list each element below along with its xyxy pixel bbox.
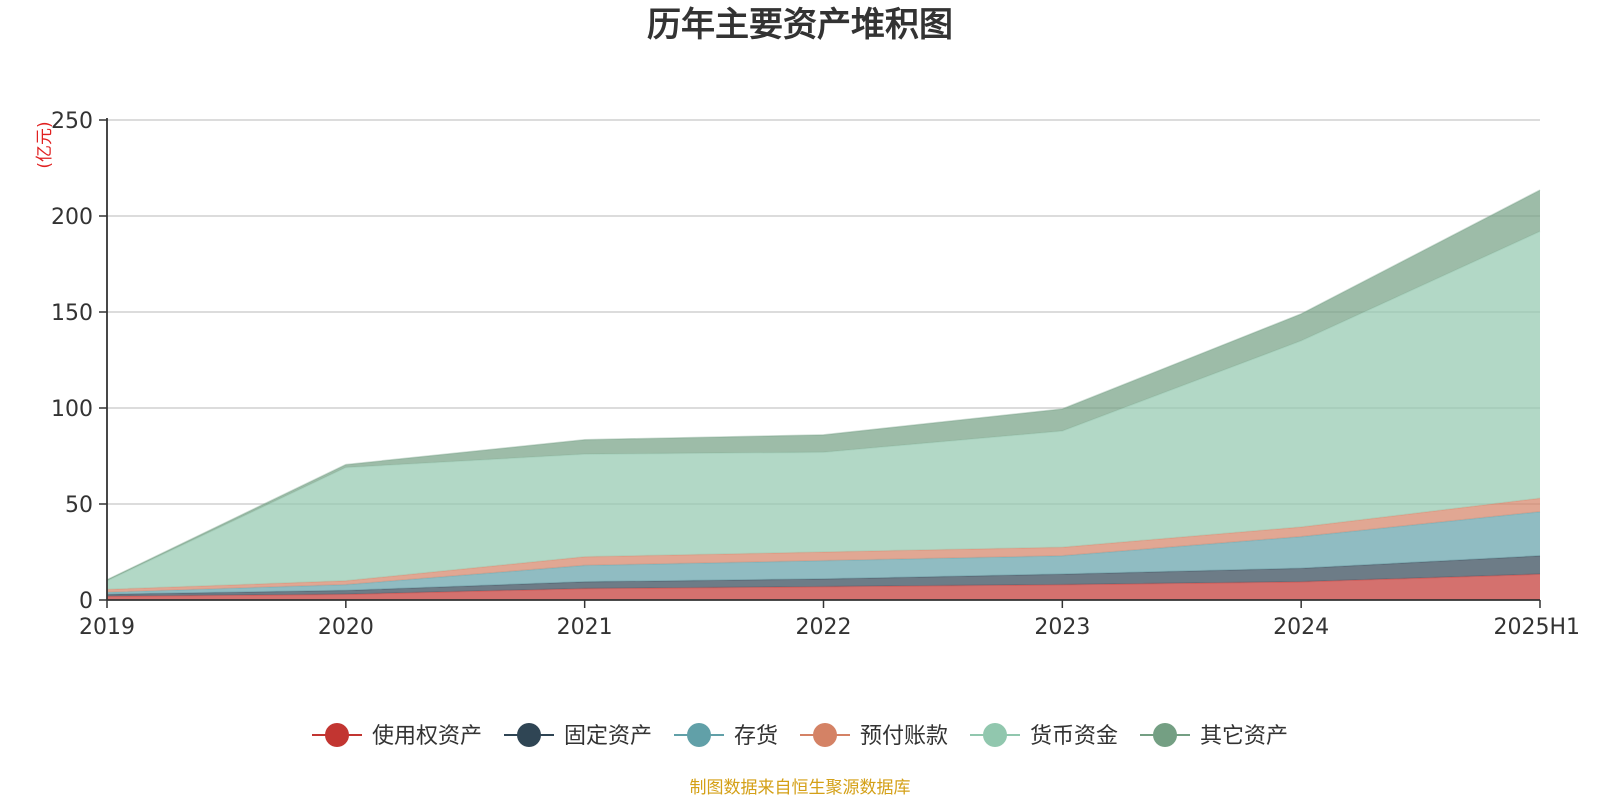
- legend-circle-marker: [325, 723, 349, 747]
- area-series-0: [107, 574, 1540, 600]
- x-tick-label: 2025H1: [1493, 615, 1580, 640]
- y-axis-ticks: 0 50 100 150 200 250: [51, 109, 107, 614]
- legend-label: 使用权资产: [372, 724, 482, 749]
- legend-item-0[interactable]: 使用权资产: [312, 723, 482, 749]
- x-tick-label: 2024: [1273, 615, 1329, 640]
- legend-label: 固定资产: [564, 724, 652, 749]
- series-areas: [106, 189, 1541, 600]
- x-tick-label: 2022: [796, 615, 852, 640]
- legend-item-2[interactable]: 存货: [674, 723, 778, 749]
- area-series-4: [107, 231, 1540, 590]
- x-tick-label: 2019: [79, 615, 135, 640]
- legend: 使用权资产 固定资产 存货 预付账款 货币资金 其它资产: [312, 723, 1288, 749]
- legend-circle-marker: [1153, 723, 1177, 747]
- legend-circle-marker: [983, 723, 1007, 747]
- legend-item-4[interactable]: 货币资金: [970, 723, 1118, 749]
- y-tick-label: 200: [51, 205, 93, 230]
- legend-label: 货币资金: [1030, 724, 1118, 749]
- area-series-edge-5: [106, 189, 1541, 581]
- legend-label: 存货: [734, 724, 778, 749]
- legend-circle-marker: [517, 723, 541, 747]
- y-tick-label: 0: [79, 589, 93, 614]
- x-tick-label: 2020: [318, 615, 374, 640]
- legend-item-3[interactable]: 预付账款: [800, 723, 948, 749]
- legend-item-5[interactable]: 其它资产: [1140, 723, 1288, 749]
- x-tick-label: 2023: [1034, 615, 1090, 640]
- area-series-1: [107, 555, 1540, 597]
- x-axis-ticks: 2019 2020 2021 2022 2023 2024 2025H1: [79, 600, 1580, 640]
- y-axis-unit-label: (亿元): [35, 121, 55, 168]
- chart-title: 历年主要资产堆积图: [647, 5, 953, 45]
- y-tick-label: 50: [65, 493, 93, 518]
- area-series-2: [107, 511, 1540, 595]
- legend-item-1[interactable]: 固定资产: [504, 723, 652, 749]
- legend-circle-marker: [813, 723, 837, 747]
- y-tick-label: 100: [51, 397, 93, 422]
- legend-label: 预付账款: [860, 724, 948, 749]
- legend-circle-marker: [687, 723, 711, 747]
- y-tick-label: 250: [51, 109, 93, 134]
- y-tick-label: 150: [51, 301, 93, 326]
- x-tick-label: 2021: [557, 615, 613, 640]
- source-note: 制图数据来自恒生聚源数据库: [690, 778, 911, 798]
- legend-label: 其它资产: [1200, 724, 1288, 749]
